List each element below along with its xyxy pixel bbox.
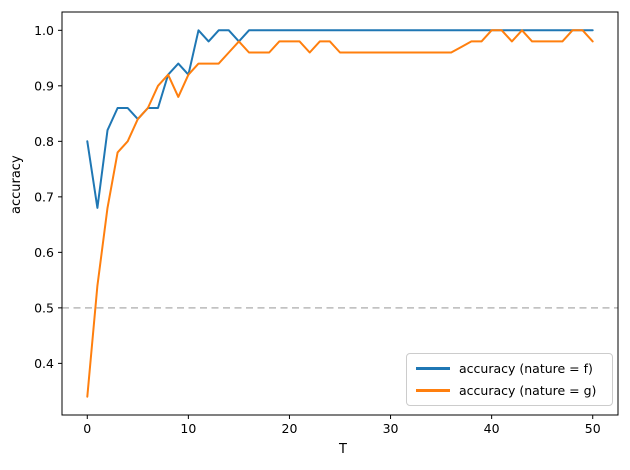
- legend-item-nature-g: accuracy (nature = g): [416, 383, 602, 398]
- legend-line-sample-orange: [416, 389, 450, 392]
- x-tick-label-0: 0: [83, 421, 91, 436]
- y-tick-label-0.8: 0.8: [34, 134, 54, 149]
- y-tick-label-0.6: 0.6: [34, 245, 54, 260]
- legend: accuracy (nature = f) accuracy (nature =…: [406, 353, 613, 406]
- y-tick-label-0.5: 0.5: [34, 300, 54, 315]
- x-tick-label-30: 30: [383, 421, 399, 436]
- legend-item-nature-f: accuracy (nature = f): [416, 361, 602, 376]
- x-tick-label-10: 10: [180, 421, 196, 436]
- legend-label: accuracy (nature = g): [459, 383, 597, 398]
- y-tick-label-0.7: 0.7: [34, 189, 54, 204]
- axes-spines: [61, 11, 619, 416]
- y-tick-label-0.4: 0.4: [34, 356, 54, 371]
- x-tick-label-50: 50: [585, 421, 601, 436]
- x-axis-label: T: [339, 442, 347, 457]
- series-line-nature-f: [86, 29, 594, 209]
- y-tick-label-0.9: 0.9: [34, 78, 54, 93]
- series-line-nature-g: [86, 29, 594, 398]
- legend-line-sample-blue: [416, 367, 450, 370]
- y-tick-label-1: 1.0: [34, 23, 54, 38]
- y-axis-label: accuracy: [9, 155, 24, 214]
- legend-label: accuracy (nature = f): [459, 361, 593, 376]
- x-tick-label-20: 20: [282, 421, 298, 436]
- x-tick-label-40: 40: [484, 421, 500, 436]
